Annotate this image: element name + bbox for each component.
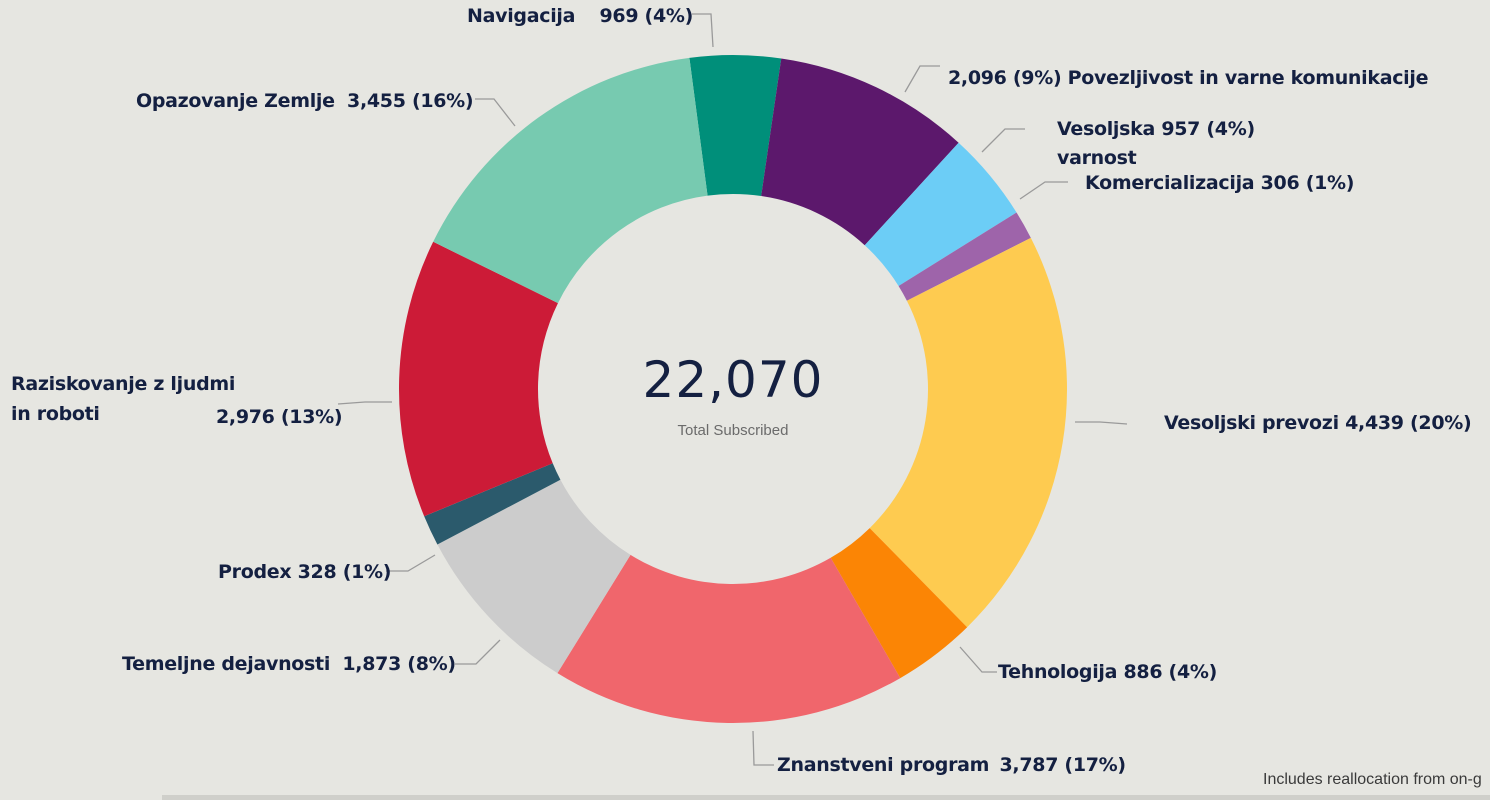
label-name: Tehnologija [998,661,1118,683]
label-raziskovanje-line2: in roboti [11,402,100,426]
slice-opazovanje-zemlje[interactable] [433,57,708,304]
label-value: 1,873 (8%) [342,653,456,675]
label-value: 306 (1%) [1260,172,1355,194]
label-name: Vesoljska [1057,118,1156,140]
label-vesoljski-prevozi: Vesoljski prevozi 4,439 (20%) [1164,411,1472,435]
label-value: 969 (4%) [599,5,693,27]
leader-prodex [386,554,436,572]
slice-znanstveni-program[interactable] [557,554,901,723]
leader-opazovanje [475,98,516,127]
label-value: 4,439 (20%) [1345,412,1472,434]
slice-vesoljski-prevozi[interactable] [869,237,1067,628]
label-vesoljska-varnost-line2: varnost [1057,146,1137,170]
label-name: Komercializacija [1085,172,1255,194]
label-prodex: Prodex 328 (1%) [218,560,391,584]
donut-slices [399,55,1067,723]
label-raziskovanje: Raziskovanje z ljudmi [11,372,235,396]
leader-temeljne [455,639,501,665]
label-temeljne-dejavnosti: Temeljne dejavnosti 1,873 (8%) [122,652,456,676]
leader-lines [337,13,1128,766]
label-povezljivost: 2,096 (9%) Povezljivost in varne komunik… [948,66,1429,90]
label-name: Opazovanje Zemlje [136,90,335,112]
label-name: Povezljivost in varne komunikacije [1067,67,1429,89]
label-value: 328 (1%) [297,561,392,583]
leader-varnost [981,128,1025,153]
leader-povezljivost [904,65,940,93]
label-komercializacija: Komercializacija 306 (1%) [1085,171,1354,195]
slice-prodex[interactable] [424,463,561,545]
slice-povezljivost-in-varne-komunikacije[interactable] [761,58,959,246]
leader-prevozi [1075,421,1128,425]
label-name: Navigacija [467,5,576,27]
label-name: varnost [1057,147,1137,169]
slice-komercializacija[interactable] [898,212,1031,301]
label-vesoljska-varnost: Vesoljska 957 (4%) [1057,117,1255,141]
label-value: 886 (4%) [1123,661,1217,683]
label-navigacija: Navigacija 969 (4%) [467,4,693,28]
slice-tehnologija[interactable] [830,528,968,679]
leader-navigacija [692,13,714,48]
label-name: Temeljne dejavnosti [122,653,331,675]
footnote: Includes reallocation from on-g [1263,771,1482,788]
label-opazovanje-zemlje: Opazovanje Zemlje 3,455 (16%) [136,89,474,113]
label-value: 3,455 (16%) [347,90,474,112]
bottom-scroll-edge [162,795,1490,800]
label-tehnologija: Tehnologija 886 (4%) [998,660,1217,684]
label-name: Vesoljski prevozi [1164,412,1339,434]
label-value: 3,787 (17%) [999,754,1127,776]
label-name: Prodex [218,561,292,583]
slice-navigacija[interactable] [689,55,782,197]
label-value: 2,976 (13%) [216,406,343,428]
slice-raziskovanje-z-ljudmi-in-roboti[interactable] [399,241,558,517]
label-name: Znanstveni program [777,754,990,776]
total-caption: Total Subscribed [677,422,789,439]
leader-znanstveni [752,730,774,766]
leader-tehnologija [959,646,997,673]
slice-temeljne-dejavnosti[interactable] [437,479,631,674]
label-znanstveni-program: Znanstveni program 3,787 (17%) [777,753,1126,777]
leader-komerc [1019,181,1068,200]
leader-raziskovanje [337,401,392,405]
label-name: in roboti [11,403,100,425]
label-value: 957 (4%) [1161,118,1255,140]
label-raziskovanje-value: 2,976 (13%) [216,405,343,429]
total-value: 22,070 [642,351,824,409]
label-name: Raziskovanje z ljudmi [11,373,236,395]
slice-vesoljska-varnost[interactable] [864,142,1017,286]
label-value: 2,096 (9%) [948,67,1062,89]
